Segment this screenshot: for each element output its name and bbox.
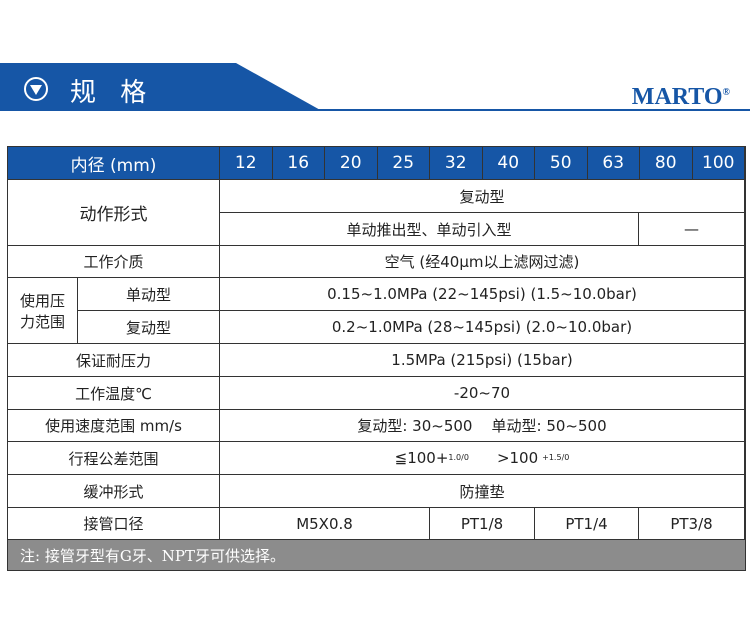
port-label: 接管口径 [8,508,220,540]
bore-size-80: 80 [640,147,693,180]
stroke-short: ≦100+ [394,449,449,467]
proof-label: 保证耐压力 [8,344,220,377]
table-note: 注: 接管牙型有G牙、NPT牙可供选择。 [8,540,745,570]
bore-size-12: 12 [220,147,273,180]
speed-label: 使用速度范围 mm/s [8,410,220,442]
banner-divider [0,109,750,111]
double-value: 0.2~1.0MPa (28~145psi) (2.0~10.0bar) [220,311,745,344]
single-label: 单动型 [78,278,220,311]
action-label: 动作形式 [8,180,220,246]
stroke-long: >100 [496,449,539,467]
speed-value: 复动型: 30~500 单动型: 50~500 [220,410,745,442]
port-m5: M5X0.8 [220,508,430,540]
down-triangle-circle-icon [24,77,48,101]
single-value: 0.15~1.0MPa (22~145psi) (1.5~10.0bar) [220,278,745,311]
cushion-value: 防撞垫 [220,475,745,508]
bore-size-25: 25 [377,147,430,180]
stroke-long-tol: +1.5/0 [542,453,570,462]
pressure-label: 使用压力范围 [8,278,78,344]
double-label: 复动型 [78,311,220,344]
port-pt38: PT3/8 [639,508,745,540]
medium-value: 空气 (经40μm以上滤网过滤) [220,246,745,278]
cushion-label: 缓冲形式 [8,475,220,508]
action-value: 复动型 [220,180,745,213]
bore-size-16: 16 [272,147,325,180]
stroke-label: 行程公差范围 [8,442,220,475]
action-sub: 单动推出型、单动引入型 [220,213,639,246]
bore-size-20: 20 [325,147,378,180]
proof-value: 1.5MPa (215psi) (15bar) [220,344,745,377]
stroke-value: ≦100+ 1.0/0 >100 +1.5/0 [220,442,745,475]
bore-size-50: 50 [535,147,588,180]
section-banner [0,63,322,111]
stroke-short-tol: 1.0/0 [448,453,469,462]
spec-table: 内径 (mm) 12 16 20 25 32 40 50 63 80 100 动作形式 复动型 单… [7,146,746,571]
section-title: 规 格 [70,78,155,108]
bore-size-100: 100 [692,147,745,180]
temp-label: 工作温度℃ [8,377,220,410]
bore-size-32: 32 [430,147,483,180]
brand-logo: MARTO® [631,84,730,110]
bore-size-63: 63 [587,147,640,180]
action-sub-na: — [639,213,745,246]
bore-size-40: 40 [482,147,535,180]
medium-label: 工作介质 [8,246,220,278]
port-pt18: PT1/8 [430,508,535,540]
bore-label: 内径 (mm) [8,147,220,180]
port-pt14: PT1/4 [535,508,639,540]
temp-value: -20~70 [220,377,745,410]
